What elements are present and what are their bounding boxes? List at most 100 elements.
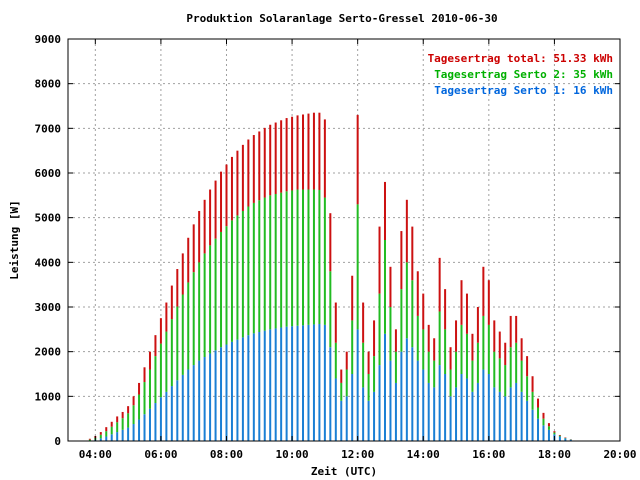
bar-10:20 [302, 114, 305, 441]
bar-06:00 [159, 318, 162, 441]
bar-serto1 [493, 387, 496, 441]
bar-serto1 [280, 327, 283, 441]
bar-serto2 [247, 206, 250, 336]
bar-serto2 [520, 360, 523, 392]
bar-serto2 [209, 245, 212, 354]
bar-total [356, 114, 359, 205]
bar-total [515, 315, 518, 343]
bar-serto2 [121, 418, 124, 430]
bar-serto2 [285, 191, 288, 327]
bar-serto2 [493, 351, 496, 388]
bar-serto1 [307, 324, 310, 441]
bar-serto2 [203, 253, 206, 358]
bar-serto1 [302, 325, 305, 441]
bar-16:50 [515, 315, 518, 441]
bar-10:50 [318, 112, 321, 441]
bar-serto1 [127, 427, 130, 441]
bar-serto1 [269, 329, 272, 441]
bar-serto1 [296, 325, 299, 441]
bar-total [493, 320, 496, 352]
bar-09:10 [263, 127, 266, 441]
bar-serto2 [181, 294, 184, 375]
bar-16:00 [487, 280, 490, 441]
bar-serto1 [225, 344, 228, 441]
bar-total [531, 376, 534, 392]
bar-serto1 [192, 365, 195, 441]
bar-11:20 [334, 302, 337, 441]
bar-07:10 [198, 210, 201, 441]
bar-serto1 [258, 332, 261, 441]
bar-18:30 [569, 439, 572, 441]
bar-total [138, 382, 141, 395]
bar-10:00 [291, 116, 294, 441]
bar-total [258, 131, 261, 201]
bar-serto2 [433, 360, 436, 388]
bar-serto1 [460, 374, 463, 441]
bar-serto1 [405, 338, 408, 441]
bar-serto1 [176, 380, 179, 441]
bar-09:50 [285, 118, 288, 441]
bar-13:30 [405, 199, 408, 441]
bar-serto1 [181, 374, 184, 441]
bar-total [148, 351, 151, 370]
bar-serto1 [148, 408, 151, 441]
bar-05:40 [148, 351, 151, 441]
bar-serto2 [394, 351, 397, 383]
bar-total [498, 331, 501, 359]
bar-serto1 [154, 403, 157, 441]
bar-total [367, 351, 370, 374]
bar-total [105, 427, 108, 432]
bar-total [411, 226, 414, 281]
bar-06:20 [170, 285, 173, 441]
bar-serto1 [537, 418, 540, 441]
bar-serto2 [296, 189, 299, 326]
bar-serto1 [241, 337, 244, 441]
x-tick-label: 20:00 [603, 448, 636, 461]
y-tick-label: 5000 [35, 212, 62, 225]
bar-total [526, 356, 529, 377]
bar-total [444, 289, 447, 330]
bar-serto1 [198, 360, 201, 441]
bar-serto2 [269, 195, 272, 330]
bar-total [209, 189, 212, 246]
bar-total [318, 112, 321, 190]
bar-total [230, 156, 233, 221]
bar-serto2 [312, 189, 315, 325]
bar-serto1 [116, 432, 119, 441]
bar-14:40 [444, 289, 447, 441]
bar-total [280, 120, 283, 193]
bar-08:10 [230, 156, 233, 441]
bar-serto1 [356, 329, 359, 441]
bar-09:40 [280, 120, 283, 441]
bar-serto2 [154, 356, 157, 404]
bar-13:20 [400, 231, 403, 441]
bar-serto2 [236, 215, 239, 340]
bar-total [187, 237, 190, 283]
bar-serto2 [291, 190, 294, 327]
bar-serto1 [476, 382, 479, 441]
y-tick-label: 1000 [35, 390, 62, 403]
x-tick-label: 04:00 [79, 448, 112, 461]
bar-total [198, 210, 201, 263]
bar-serto2 [230, 220, 233, 342]
bar-total [99, 432, 102, 435]
bar-total [165, 302, 168, 332]
bar-07:30 [209, 189, 212, 441]
bar-total [241, 144, 244, 211]
bar-serto1 [558, 436, 561, 441]
bar-15:10 [460, 280, 463, 441]
bar-serto2 [558, 435, 561, 437]
bar-11:30 [340, 369, 343, 441]
y-tick-label: 3000 [35, 301, 62, 314]
bar-serto2 [378, 293, 381, 366]
bar-05:10 [132, 396, 135, 441]
bar-serto2 [504, 365, 507, 397]
bar-total [247, 139, 250, 207]
bar-total [192, 224, 195, 273]
bar-serto1 [487, 374, 490, 441]
bar-total [482, 266, 485, 316]
bar-serto1 [312, 324, 315, 441]
bar-serto1 [526, 400, 529, 441]
bar-14:10 [427, 324, 430, 441]
